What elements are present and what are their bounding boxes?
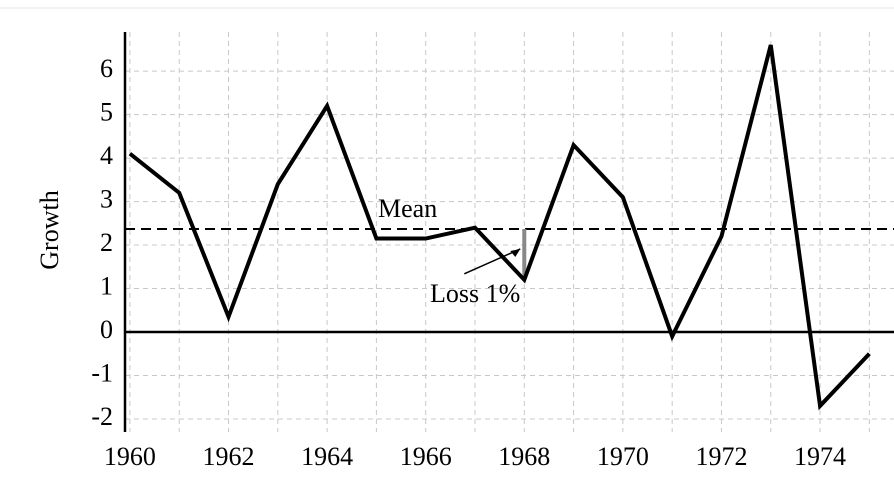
x-tick-label: 1972 (695, 442, 747, 471)
x-tick-label: 1960 (104, 442, 156, 471)
annotation-text: Loss 1% (430, 279, 520, 308)
y-tick-label: 6 (100, 54, 113, 83)
x-tick-label: 1970 (597, 442, 649, 471)
y-tick-label: 0 (100, 315, 113, 344)
x-tick-label: 1962 (203, 442, 255, 471)
y-axis-label: Growth (35, 190, 64, 269)
mean-label: Mean (378, 194, 437, 223)
x-tick-label: 1964 (301, 442, 353, 471)
y-tick-label: -2 (91, 402, 113, 431)
y-tick-label: 4 (100, 141, 113, 170)
x-tick-label: 1968 (498, 442, 550, 471)
x-tick-label: 1974 (794, 442, 846, 471)
x-tick-label: 1966 (400, 442, 452, 471)
annotation-arrow (463, 248, 521, 275)
y-tick-label: -1 (91, 358, 113, 387)
line (128, 44, 871, 411)
y-tick-label: 3 (100, 185, 113, 214)
y-tick-label: 1 (100, 271, 113, 300)
y-tick-label: 5 (100, 98, 113, 127)
y-tick-label: 2 (100, 228, 113, 257)
arrow-head (510, 248, 521, 257)
